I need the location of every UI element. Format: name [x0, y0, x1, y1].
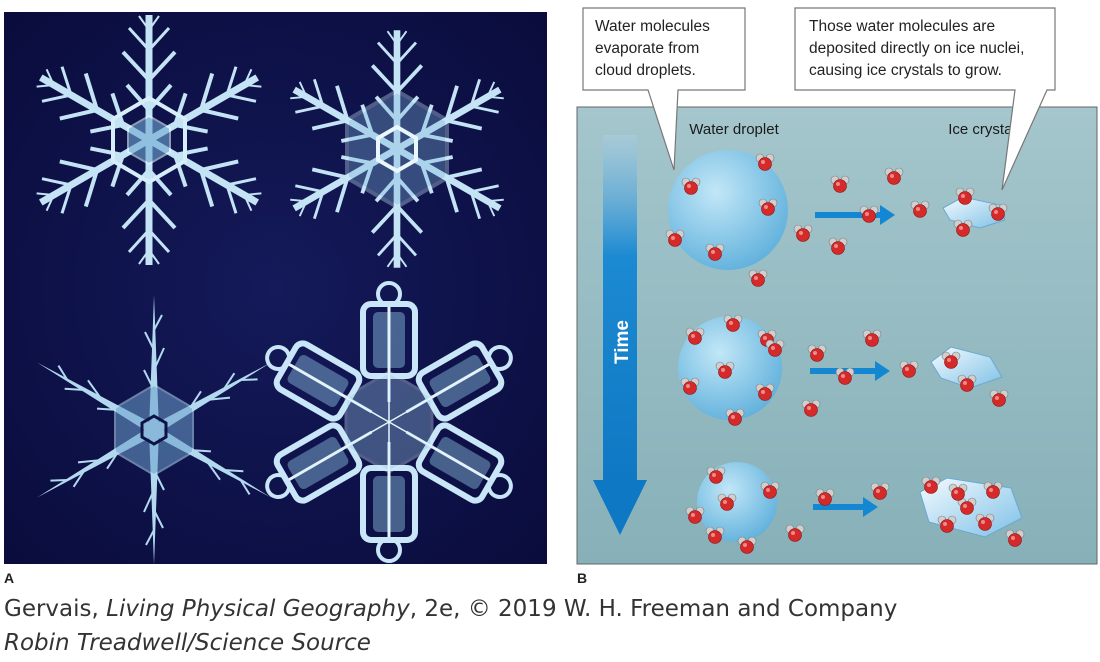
- ice-crystal-label: Ice crystal: [948, 121, 1016, 138]
- callout-right-line1: Those water molecules are: [809, 18, 995, 35]
- snowflake-top-right: [282, 30, 512, 268]
- snowflake-photo-panel: [4, 12, 547, 566]
- diagram-background: [576, 106, 1098, 565]
- time-arrow: Time: [593, 135, 647, 535]
- water-droplet-label: Water droplet: [689, 121, 779, 138]
- panel-b-label: B: [577, 570, 588, 586]
- credit-suffix: , 2e, © 2019 W. H. Freeman and Company: [409, 596, 898, 622]
- credit-prefix: Gervais,: [4, 596, 107, 622]
- stage-2: [678, 314, 1009, 426]
- deposition-diagram: Time Water droplet Ice crystal: [576, 7, 1098, 565]
- callout-left-line3: cloud droplets.: [595, 62, 696, 79]
- callout-evaporation: Water molecules evaporate from cloud dro…: [582, 7, 746, 171]
- snowflake-photo: [4, 12, 547, 566]
- snowflake-top-left: [28, 15, 271, 265]
- stage-1: [665, 150, 1008, 287]
- callout-right-line2: deposited directly on ice nuclei,: [809, 40, 1024, 57]
- photo-credit: Robin Treadwell/Science Source: [4, 630, 371, 656]
- callout-deposition: Those water molecules are deposited dire…: [794, 7, 1056, 191]
- time-label: Time: [612, 320, 633, 364]
- snowflake-bottom-right: [256, 283, 523, 561]
- callout-left-line1: Water molecules: [595, 18, 710, 35]
- transfer-arrow-1: [815, 205, 895, 225]
- callout-right-line3: causing ice crystals to grow.: [809, 62, 1002, 79]
- snowflake-bottom-left: [31, 294, 277, 566]
- panel-a-label: A: [4, 570, 15, 586]
- deposition-diagram-panel: Time Water droplet Ice crystal: [575, 0, 1100, 565]
- transfer-arrow-3: [813, 497, 878, 517]
- book-title: Living Physical Geography: [106, 596, 410, 622]
- callout-left-line2: evaporate from: [595, 40, 699, 57]
- publisher-credit: Gervais, Living Physical Geography, 2e, …: [4, 596, 897, 622]
- stage-3: [685, 462, 1025, 554]
- photo-credit-text: Robin Treadwell/Science Source: [4, 630, 371, 656]
